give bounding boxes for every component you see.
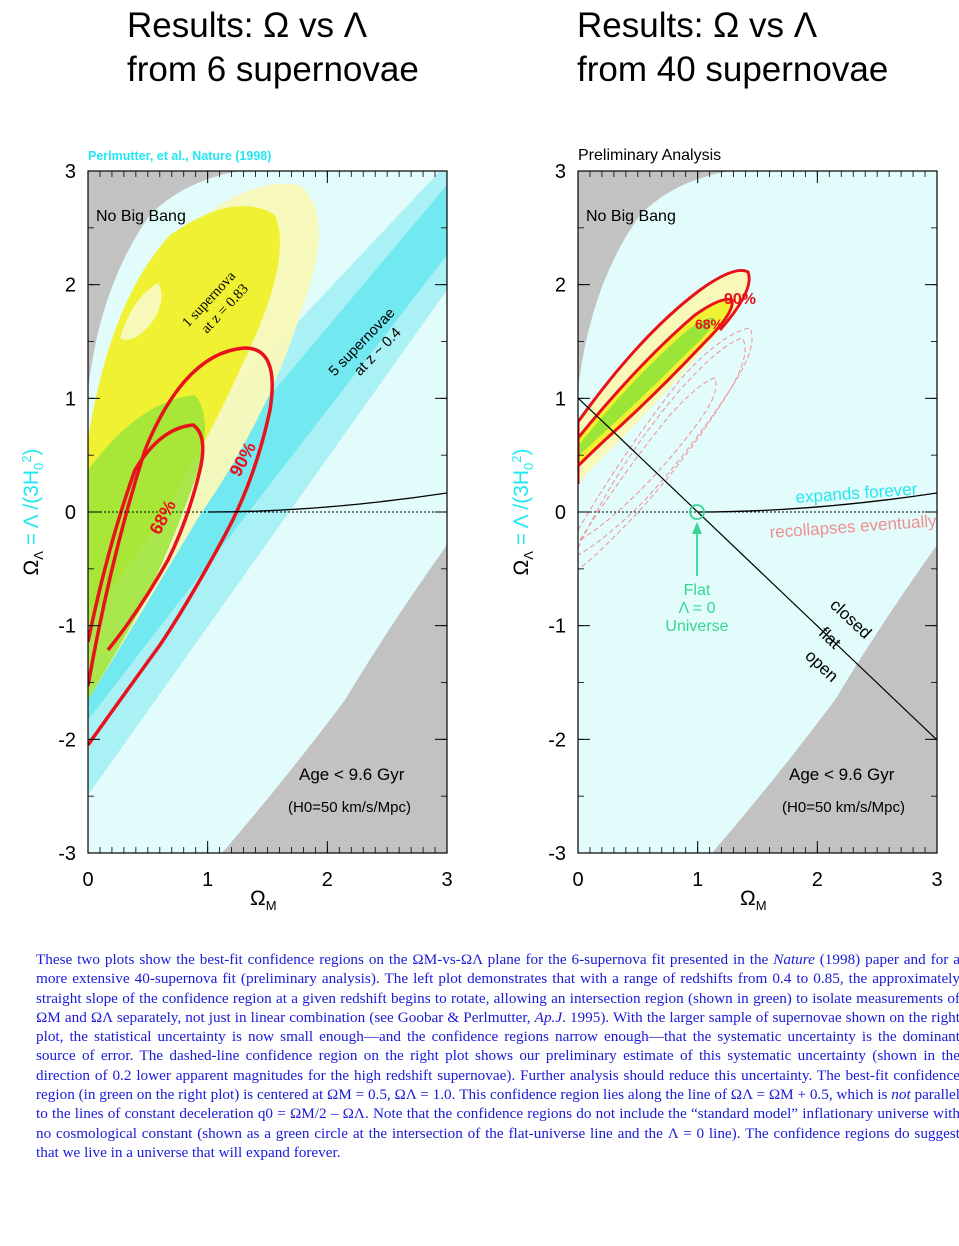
left-y-tick-label: -3 [58,843,76,865]
right-contour-68-label: 68% [695,316,724,332]
left-no-big-bang-region [88,171,240,390]
caption-part-8: parallel to the lines of constant decele… [36,1086,959,1123]
left-age-h0-label: (H0=50 km/s/Mpc) [288,799,411,816]
right-best-fit-region [578,317,715,456]
caption-part-9: . Note that the confidence regions do no… [36,1105,959,1161]
caption-part-7: , which is [828,1086,892,1104]
right-plot-area [578,171,937,853]
caption-part-6: . This confidence region lies along the … [451,1086,731,1104]
left-plot-area [88,171,447,853]
left-y-tick-label: 1 [65,388,76,410]
left-y-tick-label: 3 [65,161,76,183]
right-age-label: Age < 9.6 Gyr [789,765,895,784]
left-no-big-bang-label: No Big Bang [96,208,186,225]
right-x-tick-label: 1 [692,869,703,891]
right-flat-label-1: Flat [684,582,711,599]
right-contour-90 [578,269,751,484]
caption-part-2: plane for the 6-supernova fit presented … [482,951,774,968]
right-age-region [712,545,937,853]
caption-nature: Nature [773,951,815,968]
svg-text:ΩΛ = Λ /(3H02): ΩΛ = Λ /(3H02) [509,448,536,575]
caption-part-3: (1998) paper and for a more extensive 40… [36,951,959,1007]
svg-text:ΩΛ = Λ /(3H02): ΩΛ = Λ /(3H02) [19,448,46,575]
right-flat-label-3: Universe [665,618,728,635]
caption-deceleration-equation: q0 = ΩM/2 – ΩΛ [257,1105,365,1123]
right-y-tick-label: -1 [548,616,566,638]
caption-part-4: separately, not just in linear combinati… [112,1008,535,1026]
left-y-tick-label: 0 [65,502,76,524]
left-1sn-hole [120,283,162,340]
left-y-tick-label: -1 [58,616,76,638]
left-headline-line1: Results: Ω vs Λ [127,6,368,45]
left-chart-title: Perlmutter, et al., Nature (1998) [88,149,271,163]
caption-center-values: ΩM = 0.5, ΩΛ = 1.0 [327,1086,452,1104]
left-y-tick-label: 2 [65,275,76,297]
left-x-tick-label: 3 [441,869,452,891]
right-age-h0-label: (H0=50 km/s/Mpc) [782,799,905,816]
caption-apj: Ap.J [534,1008,563,1026]
caption-line-equation: ΩΛ = ΩM + 0.5 [730,1086,829,1104]
left-headline: Results: Ω vs Λ from 6 supernovae [127,4,419,92]
left-headline-line2: from 6 supernovae [127,50,419,89]
right-chart: Preliminary Analysis No Big Bang [509,147,943,913]
left-contour-68 [88,423,205,652]
caption-om-and-ol: ΩM and ΩΛ [36,1008,113,1026]
left-contour-90 [88,346,274,747]
right-no-big-bang-region [578,171,730,390]
right-y-tick-label: 2 [555,275,566,297]
right-x-tick-label: 3 [931,869,942,891]
left-intersection-region [88,395,205,700]
right-y-tick-label: 1 [555,388,566,410]
caption-part-5: . 1995). With the larger sample of super… [36,1008,959,1104]
left-expansion-boundary [207,492,447,513]
left-x-tick-label: 1 [202,869,213,891]
left-x-tick-label: 0 [82,869,93,891]
right-headline: Results: Ω vs Λ from 40 supernovae [577,4,888,92]
caption-part-1: These two plots show the best-fit confid… [36,951,413,968]
right-y-tick-label: 3 [555,161,566,183]
right-x-tick-label: 0 [572,869,583,891]
right-flat-arrowhead [692,522,702,534]
figure-caption: These two plots show the best-fit confid… [36,950,959,1162]
right-contour-68 [578,297,734,469]
right-no-big-bang-label: No Big Bang [586,208,676,225]
right-y-tick-label: 0 [555,502,566,524]
left-band-5sn-inner [88,185,447,720]
left-chart: Perlmutter, et al., Nature (1998) No Big… [19,149,453,913]
left-y-axis-label: ΩΛ = Λ /(3H02) [19,448,46,575]
right-minor-ticks [577,170,938,854]
right-expansion-boundary [697,492,937,513]
right-x-axis-label: ΩM [740,887,767,913]
caption-not: not [891,1086,911,1104]
left-y-tick-label: -2 [58,729,76,751]
right-y-axis-label: ΩΛ = Λ /(3H02) [509,448,536,575]
left-minor-ticks [87,170,448,854]
right-y-tick-label: -3 [548,843,566,865]
right-flat-label-2: Λ = 0 [679,600,716,617]
right-y-tick-label: -2 [548,729,566,751]
right-flat-universe-line [578,397,937,741]
right-contour-90-label: 90% [724,291,756,308]
left-age-label: Age < 9.6 Gyr [299,765,405,784]
left-x-tick-label: 2 [322,869,333,891]
charts-figure: Perlmutter, et al., Nature (1998) No Big… [19,147,943,913]
right-flat-universe-marker [689,504,705,520]
right-headline-line1: Results: Ω vs Λ [577,6,818,45]
caption-om-vs-ol: ΩM-vs-ΩΛ [412,951,483,968]
right-dashed-contours [578,327,753,571]
left-x-axis-label: ΩM [250,887,277,913]
left-age-region [222,545,447,853]
right-x-tick-label: 2 [812,869,823,891]
right-headline-line2: from 40 supernovae [577,50,889,89]
left-axes: 0 1 2 3 -3 -2 -1 0 1 2 3 [58,161,452,891]
right-chart-title: Preliminary Analysis [578,147,721,164]
right-axes: 0 1 2 3 -3 -2 -1 0 1 2 3 [548,161,942,891]
